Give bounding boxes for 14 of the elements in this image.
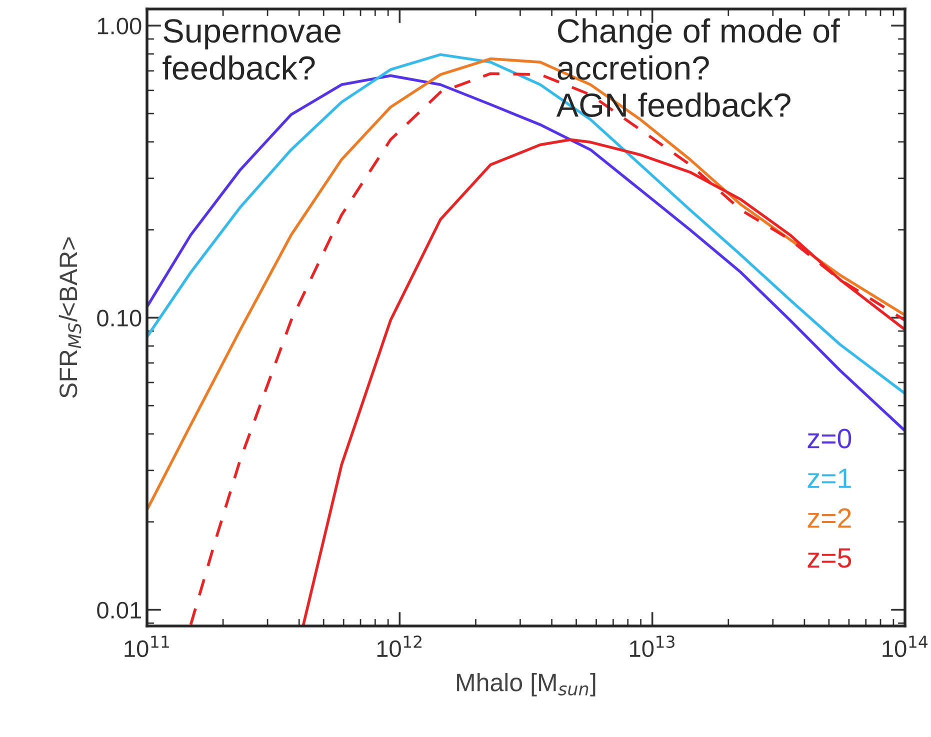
y-tick-label: 0.01 [97, 602, 141, 619]
annotation: Supernovae feedback? [162, 19, 340, 80]
x-tick-label: 10$^{13}$ [630, 636, 674, 658]
series-label: z=0 [808, 428, 852, 448]
x-tick-label: 10$^{11}$ [124, 636, 169, 658]
text: z=1 [808, 468, 851, 488]
text: z=2 [808, 508, 851, 528]
y-axis-title: SFR$_{MS}$/<BAR> [58, 237, 82, 398]
x-tick-label: 10$^{12}$ [377, 636, 422, 658]
y-tick-label: 0.10 [97, 310, 142, 326]
x-tick-label: 10$^{14}$ [882, 636, 928, 658]
y-tick-label: 1.00 [98, 18, 142, 34]
text: z=5 [808, 548, 852, 568]
x-axis-title: Mhalo [M$_{sun}$] [457, 673, 596, 696]
